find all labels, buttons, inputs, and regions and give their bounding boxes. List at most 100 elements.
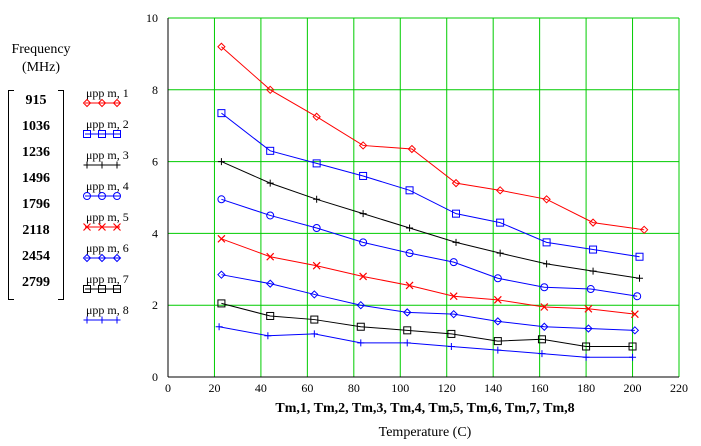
legend-marker xyxy=(83,130,91,138)
data-point xyxy=(359,272,368,281)
data-point xyxy=(451,178,461,188)
legend-marker xyxy=(83,223,91,231)
data-point xyxy=(359,210,367,218)
x-tick-label: 160 xyxy=(531,381,549,395)
legend-label: μpp m, 6 xyxy=(86,241,129,255)
frequency-value: 2454 xyxy=(22,249,50,264)
grid-lines xyxy=(168,17,680,377)
legend-label: μpp m, 3 xyxy=(86,148,129,162)
data-point xyxy=(540,303,549,311)
data-point xyxy=(449,292,458,301)
series-line-7 xyxy=(221,302,633,347)
data-point xyxy=(496,249,504,257)
series-5 xyxy=(217,234,639,319)
legend-marker xyxy=(98,285,106,293)
data-point xyxy=(493,274,502,283)
x-tick-label: 80 xyxy=(348,381,360,395)
legend-marker xyxy=(82,253,92,263)
legend-label: μpp m, 4 xyxy=(86,179,129,193)
data-point xyxy=(358,141,368,150)
legend-markers xyxy=(82,98,122,324)
data-point xyxy=(628,342,637,351)
y-tick-label: 4 xyxy=(152,226,158,240)
data-point xyxy=(310,330,318,338)
legend-marker xyxy=(83,192,91,200)
x-axis-label: Temperature (C) xyxy=(378,425,472,440)
data-point xyxy=(264,332,272,340)
data-point xyxy=(266,211,275,220)
legend-marker xyxy=(98,223,106,231)
legend-marker xyxy=(83,285,91,293)
x-tick-label: 100 xyxy=(391,381,409,395)
frequency-value: 1496 xyxy=(22,171,50,186)
series-8 xyxy=(215,323,637,361)
data-point xyxy=(447,342,455,350)
data-point xyxy=(540,322,549,331)
data-point xyxy=(310,290,319,299)
data-point xyxy=(538,350,546,358)
data-point xyxy=(542,238,551,247)
x-tick-label: 60 xyxy=(301,381,313,395)
data-point xyxy=(217,234,226,243)
data-point xyxy=(405,281,414,290)
series-line-1 xyxy=(221,46,645,231)
x-tick-label: 220 xyxy=(670,381,688,395)
data-point xyxy=(588,218,598,227)
data-point xyxy=(582,353,590,361)
data-point xyxy=(584,304,593,313)
x-tick-label: 20 xyxy=(208,381,220,395)
legend-label: μpp m, 5 xyxy=(86,210,129,224)
data-point xyxy=(266,146,275,155)
data-point xyxy=(217,109,226,118)
series-1 xyxy=(217,42,649,235)
x-tick-label: 180 xyxy=(577,381,595,395)
legend-marker xyxy=(113,130,121,138)
data-point xyxy=(217,158,225,166)
data-point xyxy=(312,261,321,270)
series-7 xyxy=(217,299,637,351)
data-point xyxy=(405,249,414,258)
frequency-value: 1796 xyxy=(22,197,50,212)
data-point xyxy=(217,42,226,51)
data-point xyxy=(589,267,597,275)
series-line-2 xyxy=(221,112,640,258)
legend-marker xyxy=(112,253,122,263)
data-point xyxy=(493,295,502,304)
data-point xyxy=(266,179,274,187)
series-2 xyxy=(217,109,644,261)
frequency-value: 2799 xyxy=(22,275,50,290)
data-point xyxy=(265,279,275,288)
data-point xyxy=(217,195,226,204)
legend-marker xyxy=(113,161,121,169)
legend-marker xyxy=(82,98,92,108)
data-point xyxy=(356,300,365,310)
series-layer xyxy=(215,42,649,361)
data-point xyxy=(449,309,458,319)
frequency-value: 1236 xyxy=(22,145,50,160)
data-point xyxy=(447,329,456,338)
series-line-6 xyxy=(221,274,635,331)
data-point xyxy=(403,326,412,335)
x-tick-label: 40 xyxy=(255,381,267,395)
legend-marker xyxy=(113,316,121,324)
frequency-value: 2118 xyxy=(22,223,50,238)
legend-label: μpp m, 1 xyxy=(86,86,129,100)
data-point xyxy=(629,353,637,361)
data-point xyxy=(359,171,368,180)
data-point xyxy=(312,112,321,121)
axes: 0 20 40 60 80 100 120 140 160 180 200 220 0 2 4 6 8 10 xyxy=(146,11,688,395)
legend-marker xyxy=(97,253,107,263)
data-point xyxy=(266,252,275,261)
data-point xyxy=(582,342,591,351)
legend-marker xyxy=(98,130,106,138)
series-line-8 xyxy=(219,326,633,358)
x-tick-label: 120 xyxy=(438,381,456,395)
y-tick-label: 0 xyxy=(152,370,158,384)
x-tick-label: 200 xyxy=(624,381,642,395)
x-tick-label: 140 xyxy=(484,381,502,395)
data-point xyxy=(493,317,503,326)
legend-label: μpp m, 8 xyxy=(86,303,129,317)
y-tick-label: 8 xyxy=(152,83,158,97)
legend-marker xyxy=(113,223,121,231)
